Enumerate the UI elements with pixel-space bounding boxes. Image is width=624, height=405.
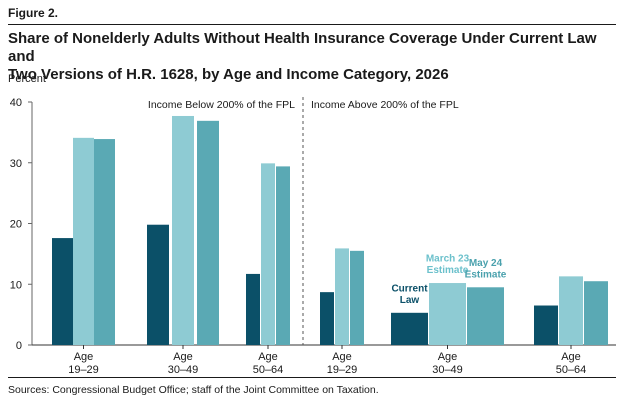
bar-current-law xyxy=(391,312,428,345)
x-tick-label-line-1: Age xyxy=(332,351,352,363)
x-tick-label-line-2: 30–49 xyxy=(432,364,463,376)
x-tick-label-line-2: 50–64 xyxy=(253,364,284,376)
bar-march-23-estimate xyxy=(73,137,94,345)
x-tick-label-line-2: 50–64 xyxy=(556,364,587,376)
bar-march-23-estimate xyxy=(261,163,275,345)
x-tick-label-line-2: 19–29 xyxy=(327,364,358,376)
sources-rule xyxy=(8,377,616,378)
y-tick-label: 10 xyxy=(10,279,22,291)
bar-current-law xyxy=(52,238,73,345)
x-tick-label-line-1: Age xyxy=(74,351,94,363)
bar-may-24-estimate xyxy=(584,281,608,345)
y-tick-label: 30 xyxy=(10,158,22,170)
bar-current-law xyxy=(320,292,334,345)
y-tick-label: 20 xyxy=(10,219,22,231)
y-axis-title: Percent xyxy=(8,73,46,85)
bar-current-law xyxy=(246,273,260,345)
sources-note: Sources: Congressional Budget Office; st… xyxy=(8,384,379,396)
x-tick-label-line-2: 30–49 xyxy=(168,364,199,376)
bar-may-24-estimate xyxy=(94,139,115,345)
legend-label-may-24-estimate: May 24 xyxy=(469,258,503,269)
x-tick-label-line-1: Age xyxy=(438,351,458,363)
x-tick-label-line-1: Age xyxy=(258,351,278,363)
chart-title-line-1: Share of Nonelderly Adults Without Healt… xyxy=(8,30,597,65)
panel-label-above-fpl: Income Above 200% of the FPL xyxy=(311,99,459,111)
chart-title-line-2: Two Versions of H.R. 1628, by Age and In… xyxy=(8,66,449,83)
y-tick-label: 40 xyxy=(10,97,22,109)
bar-march-23-estimate xyxy=(429,283,466,345)
legend-label-current-law: Law xyxy=(400,295,420,306)
legend-label-march-23-estimate: Estimate xyxy=(427,265,469,276)
x-tick-label-line-2: 19–29 xyxy=(68,364,99,376)
bar-march-23-estimate xyxy=(172,115,194,345)
bar-may-24-estimate xyxy=(350,250,364,345)
x-tick-label-line-1: Age xyxy=(173,351,193,363)
title-rule xyxy=(8,24,616,25)
legend-label-march-23-estimate: March 23 xyxy=(426,254,470,265)
chart-title: Share of Nonelderly Adults Without Healt… xyxy=(8,30,608,84)
bar-may-24-estimate xyxy=(197,120,219,346)
x-tick-label-line-1: Age xyxy=(561,351,581,363)
bar-may-24-estimate xyxy=(276,166,290,345)
figure-label: Figure 2. xyxy=(8,6,59,20)
legend-label-current-law: Current xyxy=(391,283,428,294)
panel-label-below-fpl: Income Below 200% of the FPL xyxy=(148,99,295,111)
legend-label-may-24-estimate: Estimate xyxy=(465,269,507,280)
bar-may-24-estimate xyxy=(467,287,504,345)
bar-current-law xyxy=(534,305,558,345)
bar-march-23-estimate xyxy=(559,276,583,345)
bar-march-23-estimate xyxy=(335,248,349,345)
y-tick-label: 0 xyxy=(16,340,22,352)
bar-current-law xyxy=(147,224,169,345)
